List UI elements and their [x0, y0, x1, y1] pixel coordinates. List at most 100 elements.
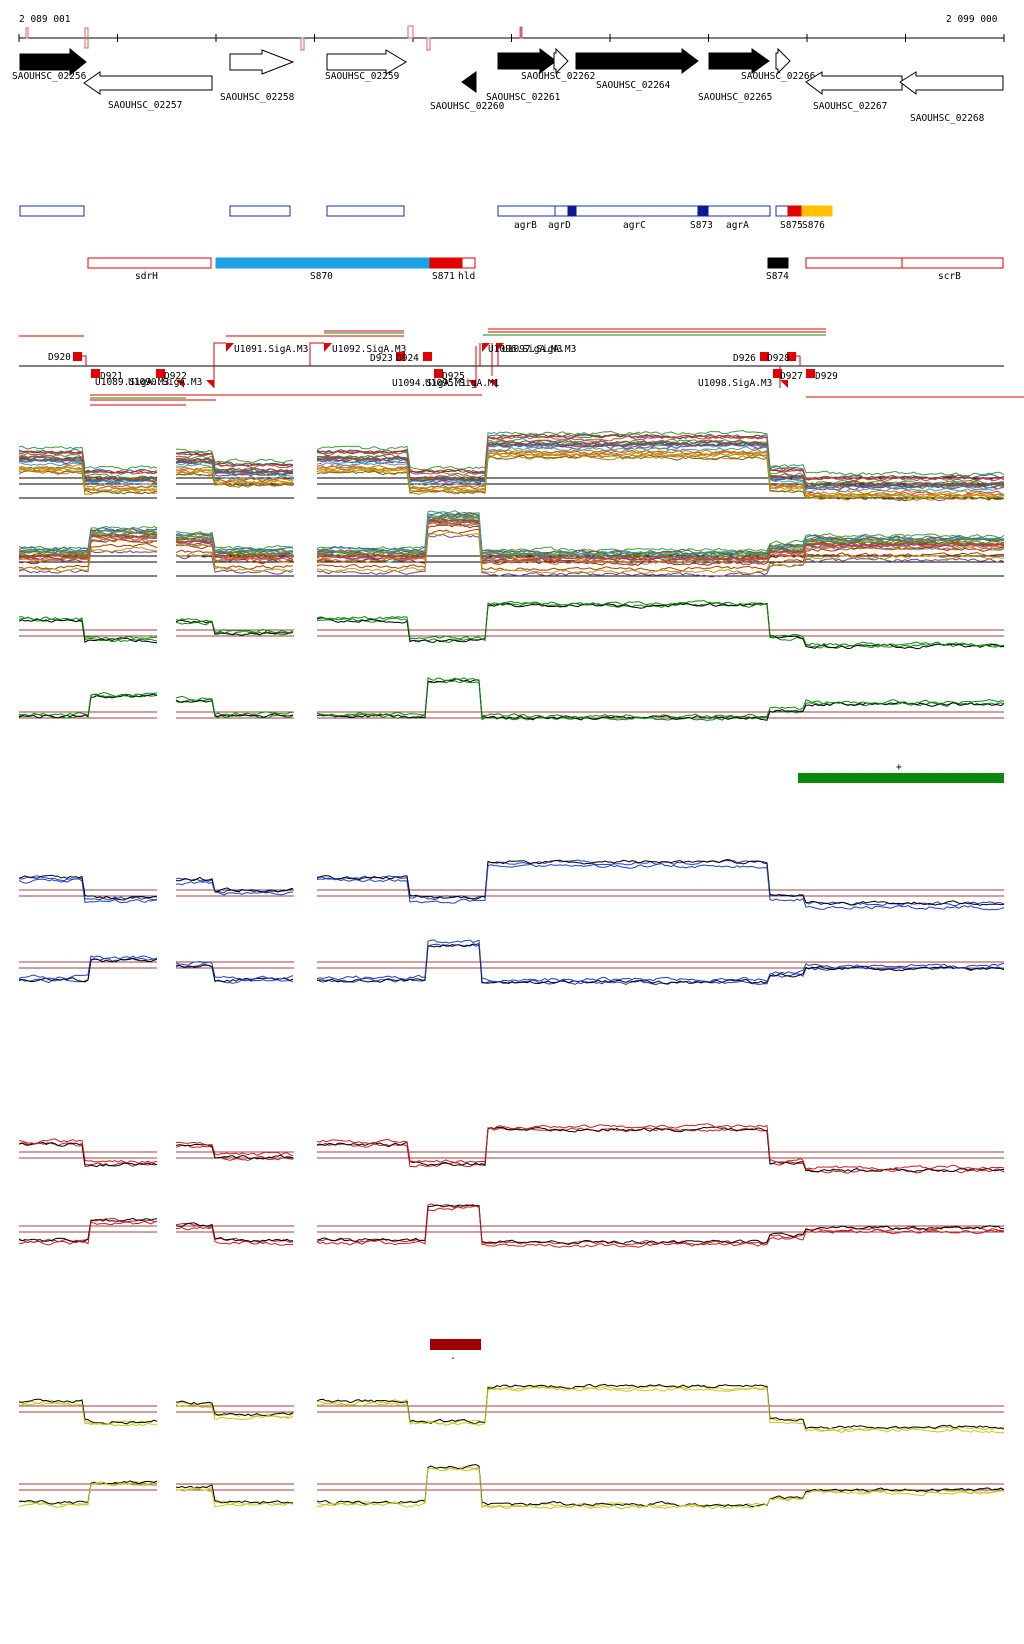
promoter-D929[interactable]: D929	[815, 371, 838, 382]
profile-green-minus	[18, 677, 1005, 721]
promoter-D927[interactable]: D927	[780, 371, 803, 382]
svg-text:SAOUHSC_02262: SAOUHSC_02262	[521, 71, 595, 82]
scrB-box[interactable]	[901, 257, 1004, 269]
profile-line	[18, 546, 158, 572]
promoter-U1094[interactable]: U1094.SigA.M1	[392, 378, 467, 389]
promoter-D928[interactable]: D928	[767, 353, 790, 364]
profile-line	[316, 858, 1005, 906]
profile-line	[18, 1220, 158, 1246]
profile-line	[316, 439, 1005, 487]
agr-locus-box[interactable]	[497, 205, 771, 217]
profile-line	[18, 455, 158, 481]
promoter-D926[interactable]: D926	[733, 353, 756, 364]
profile-line	[316, 448, 1005, 496]
gene-SAOUHSC_02265[interactable]: SAOUHSC_02265	[698, 48, 772, 103]
promoter-U1095[interactable]: U1095.SigA.M1	[425, 378, 500, 389]
profile-line	[18, 616, 158, 641]
profile-line	[316, 859, 1005, 907]
profile-line	[316, 943, 1005, 986]
profile-line	[316, 1386, 1005, 1434]
profile-line	[316, 1385, 1005, 1432]
label-S875: S875	[780, 220, 803, 231]
profile-line	[316, 433, 1005, 481]
S875-block[interactable]	[787, 205, 803, 217]
profile-line	[18, 535, 158, 559]
profile-line	[175, 1226, 294, 1246]
promoter-D923[interactable]: D923	[370, 353, 393, 364]
profile-line	[18, 538, 158, 565]
gene-SAOUHSC_02267[interactable]: SAOUHSC_02267	[805, 71, 903, 112]
gene-SAOUHSC_02266[interactable]: SAOUHSC_02266	[741, 47, 816, 82]
plus-feature-box[interactable]	[326, 205, 405, 217]
gene-SAOUHSC_02260[interactable]: SAOUHSC_02260	[430, 71, 505, 112]
plus-feature-track: agrB agrD agrC S873 agrA S875 S876	[19, 205, 833, 231]
profile-line	[316, 1123, 1005, 1171]
segment-bar-plus[interactable]	[798, 773, 1004, 783]
profile-line	[175, 459, 294, 476]
S876-block[interactable]	[801, 205, 833, 217]
agrD-block[interactable]	[567, 205, 577, 217]
gene-SAOUHSC_02256[interactable]: SAOUHSC_02256	[12, 47, 87, 82]
profile-line	[175, 1404, 294, 1421]
profile-line	[175, 453, 294, 469]
profile-line	[175, 531, 294, 550]
sdrH-box[interactable]	[87, 257, 212, 269]
gene-SAOUHSC_02257[interactable]: SAOUHSC_02257	[83, 71, 213, 111]
profile-line	[18, 955, 158, 980]
profile-line	[18, 1142, 158, 1168]
svg-text:SAOUHSC_02257: SAOUHSC_02257	[108, 100, 182, 111]
profile-line	[18, 467, 158, 492]
plus-feature-box[interactable]	[229, 205, 291, 217]
profile-line	[175, 963, 294, 984]
profile-line	[18, 1399, 158, 1426]
promoter-D921[interactable]: D921	[100, 371, 123, 382]
profile-line	[175, 457, 294, 473]
promoter-D925[interactable]: D925	[442, 371, 465, 382]
profile-line	[175, 466, 294, 482]
segment-minus[interactable]: -	[430, 1339, 481, 1364]
profile-line	[175, 1487, 294, 1508]
S870-block[interactable]	[215, 257, 430, 269]
promoter-U1092[interactable]: U1092.SigA.M3	[332, 344, 406, 355]
profile-line	[316, 939, 1005, 983]
S875-outline[interactable]	[775, 205, 789, 217]
segment-plus-sign: +	[896, 762, 902, 773]
S873-block[interactable]	[697, 205, 709, 217]
profile-line	[18, 537, 158, 562]
promoter-U1089[interactable]: U1089.SigA.M3	[95, 377, 169, 388]
promoter-D920[interactable]: D920	[48, 352, 71, 363]
gene-SAOUHSC_02258[interactable]: SAOUHSC_02258	[220, 49, 295, 103]
promoter-U1091[interactable]: U1091.SigA.M3	[234, 344, 308, 355]
svg-text:SAOUHSC_02261: SAOUHSC_02261	[486, 92, 561, 103]
profile-line	[316, 680, 1005, 721]
ruler-end-label: 2 099 000	[946, 14, 998, 25]
profile-line	[316, 441, 1005, 489]
svg-text:SAOUHSC_02260: SAOUHSC_02260	[430, 101, 505, 112]
promoter-D924[interactable]: D924	[396, 353, 419, 364]
promoter-U1096[interactable]: U1096.SigA.M3	[488, 344, 562, 355]
promoter-U1090[interactable]: U1090.SigA.M3	[128, 377, 202, 388]
plus-feature-box[interactable]	[19, 205, 85, 217]
label-S871: S871	[432, 271, 455, 282]
promoter-U1097[interactable]: U1097.SigA.M3	[502, 344, 576, 355]
label-sdrH: sdrH	[135, 271, 158, 282]
gene-SAOUHSC_02264[interactable]: SAOUHSC_02264	[575, 48, 699, 91]
gene-SAOUHSC_02268[interactable]: SAOUHSC_02268	[899, 71, 1004, 124]
profile-line	[18, 875, 158, 901]
promoter-D922[interactable]: D922	[164, 371, 187, 382]
profile-line	[316, 429, 1005, 477]
svg-text:SAOUHSC_02266: SAOUHSC_02266	[741, 71, 816, 82]
svg-text:SAOUHSC_02256: SAOUHSC_02256	[12, 71, 87, 82]
gene-SAOUHSC_02262[interactable]: SAOUHSC_02262	[521, 47, 595, 82]
hld-box[interactable]	[461, 257, 476, 269]
S874-block[interactable]	[767, 257, 789, 269]
promoter-U1098[interactable]: U1098.SigA.M3	[698, 378, 772, 389]
profile-line	[18, 445, 158, 471]
gene-SAOUHSC_02261[interactable]: SAOUHSC_02261	[486, 48, 561, 103]
segment-plus[interactable]: +	[798, 762, 1004, 783]
segment-bar-minus[interactable]	[430, 1339, 481, 1350]
S871-block[interactable]	[429, 257, 463, 269]
profile-line	[316, 519, 1005, 561]
scrB-box-left[interactable]	[805, 257, 903, 269]
gene-SAOUHSC_02259[interactable]: SAOUHSC_02259	[325, 49, 407, 82]
